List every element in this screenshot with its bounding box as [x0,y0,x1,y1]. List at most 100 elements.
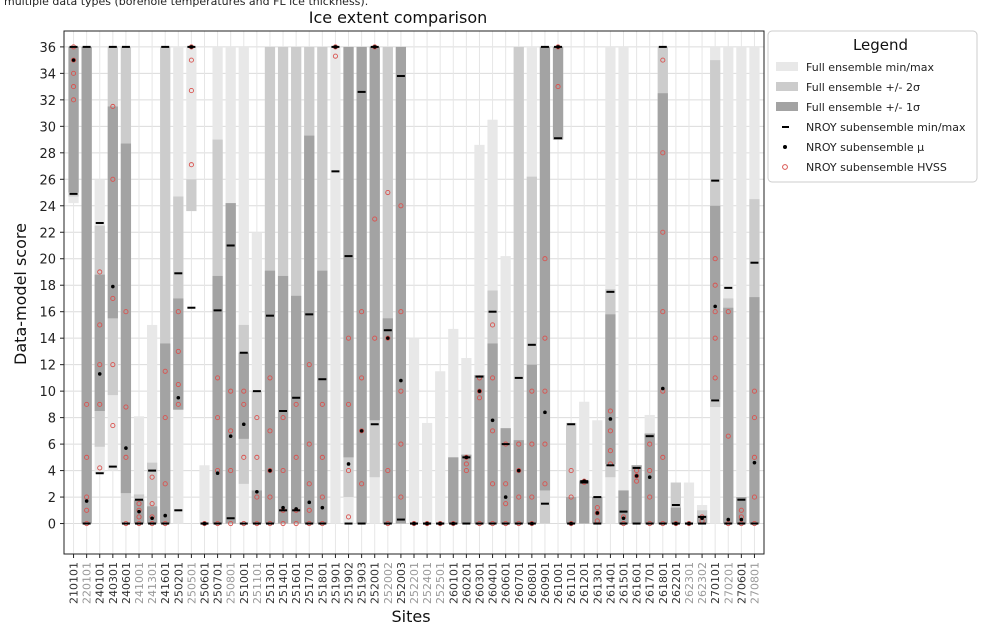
hvss-marker [241,401,247,407]
nroy-minmax-dash [252,390,261,393]
nroy-minmax-dash [619,510,628,513]
legend-label: NROY subensemble μ [806,141,924,154]
bar-1sigma [749,297,760,524]
nroy-mean-dot [595,511,600,515]
legend-label: Full ensemble +/- 2σ [806,81,920,94]
bar-minmax [500,256,511,524]
hvss-marker [280,520,286,527]
hvss-marker [542,441,548,447]
hvss-marker [476,388,483,394]
nroy-mean-dot [150,516,154,521]
nroy-minmax-dash [82,45,91,48]
y-tick-label: 20 [39,253,56,268]
nroy-mean-dot [503,495,508,499]
nroy-minmax-dash [645,435,654,438]
bar-1sigma [592,497,603,524]
x-tick-label: 252002 [382,562,395,604]
legend-dash [782,126,789,128]
hvss-marker [568,494,574,500]
x-tick-label: 261601 [631,562,644,604]
bar-2sigma [566,422,577,524]
hvss-marker [712,335,718,341]
legend-box [767,30,978,183]
hvss-marker [188,57,194,63]
nroy-minmax-dash [95,472,104,475]
x-axis-label: Sites [391,607,430,626]
hvss-marker [123,309,129,315]
hvss-marker [594,510,600,516]
nroy-minmax-dash [121,45,130,48]
bar-minmax [461,358,472,524]
x-tick-label: 251902 [343,562,356,604]
hvss-marker [97,401,103,407]
nroy-minmax-dash [658,45,667,48]
bar-2sigma [160,46,171,524]
hvss-marker [345,401,352,407]
nroy-minmax-dash [82,522,91,525]
x-tick-label: 220101 [81,562,94,604]
nroy-minmax-dash [187,306,196,309]
bar-2sigma [186,179,197,212]
hvss-marker [319,494,325,500]
hvss-marker [215,375,221,381]
hvss-marker [241,454,247,460]
x-tick-label: 270201 [722,562,735,604]
x-tick-label: 250801 [225,562,238,604]
hvss-marker [660,150,666,156]
x-tick-label: 240101 [94,562,107,604]
nroy-minmax-dash [318,522,327,525]
nroy-mean-dot [582,479,587,483]
nroy-minmax-dash [226,517,235,520]
hvss-marker [136,501,142,507]
nroy-minmax-dash [711,179,720,182]
bar-1sigma [631,465,642,524]
bar-1sigma [605,314,616,464]
nroy-mean-dot [176,395,181,400]
hvss-marker [97,322,103,328]
nroy-minmax-dash [161,45,170,48]
bar-minmax [421,422,433,524]
x-tick-label: 251001 [238,562,251,604]
hvss-marker [463,461,469,467]
hvss-marker [712,282,718,288]
x-tick-label: 261701 [644,562,657,604]
hvss-marker [306,441,312,447]
nroy-mean-dot [660,386,665,391]
x-tick-label: 262302 [696,562,709,604]
hvss-marker [267,428,273,434]
x-tick-label: 240301 [107,562,120,604]
bar-1sigma [395,46,407,524]
bar-2sigma [251,391,262,524]
hvss-marker [306,481,312,487]
hvss-marker [503,481,509,487]
nroy-mean-dot [124,446,128,450]
nroy-mean-dot [412,521,416,526]
nroy-minmax-dash [645,522,654,525]
legend-label: NROY subensemble min/max [806,121,966,134]
hvss-marker [372,216,378,222]
hvss-marker [84,507,90,513]
hvss-marker [490,375,496,381]
hvss-marker [476,395,483,401]
hvss-marker [345,514,352,520]
hvss-marker [123,404,129,410]
x-tick-label: 261001 [552,562,565,604]
hvss-marker [751,388,758,394]
bar-1sigma [369,46,380,421]
nroy-mean-dot [490,418,495,423]
hvss-marker [228,388,234,394]
nroy-minmax-dash [514,522,523,525]
nroy-mean-dot [530,521,534,526]
hvss-marker [319,454,325,460]
nroy-mean-dot [320,505,325,510]
hvss-marker [516,494,522,500]
bar-2sigma [513,46,524,524]
hvss-marker [215,415,221,421]
nroy-minmax-dash [554,137,563,140]
hvss-marker [175,381,181,388]
nroy-minmax-dash [69,45,78,48]
y-tick-label: 6 [48,438,56,453]
bar-2sigma [147,462,158,524]
hvss-marker [516,468,522,474]
nroy-minmax-dash [475,375,484,378]
